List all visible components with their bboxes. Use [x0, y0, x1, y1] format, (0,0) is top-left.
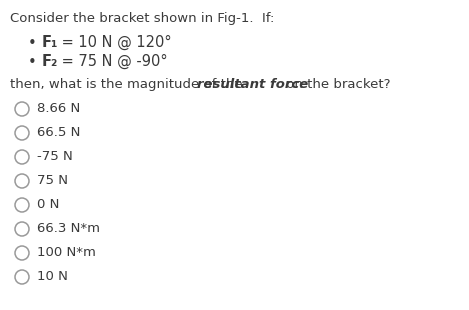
- Text: F₂: F₂: [42, 54, 58, 69]
- Text: = 75 N @ -90°: = 75 N @ -90°: [57, 54, 167, 69]
- Text: 66.3 N*m: 66.3 N*m: [37, 222, 100, 235]
- Text: 100 N*m: 100 N*m: [37, 246, 96, 259]
- Text: -75 N: -75 N: [37, 150, 73, 163]
- Text: •: •: [28, 36, 37, 51]
- Text: = 10 N @ 120°: = 10 N @ 120°: [57, 35, 172, 50]
- Text: F₁: F₁: [42, 35, 59, 50]
- Text: Consider the bracket shown in Fig-1.  If:: Consider the bracket shown in Fig-1. If:: [10, 12, 274, 25]
- Text: 0 N: 0 N: [37, 198, 60, 211]
- Text: 75 N: 75 N: [37, 174, 68, 187]
- Text: •: •: [28, 55, 37, 70]
- Text: resultant force: resultant force: [197, 78, 309, 91]
- Text: 10 N: 10 N: [37, 270, 68, 283]
- Text: then, what is the magnitude of the: then, what is the magnitude of the: [10, 78, 247, 91]
- Text: 8.66 N: 8.66 N: [37, 102, 80, 115]
- Text: on the bracket?: on the bracket?: [281, 78, 390, 91]
- Text: 66.5 N: 66.5 N: [37, 126, 80, 139]
